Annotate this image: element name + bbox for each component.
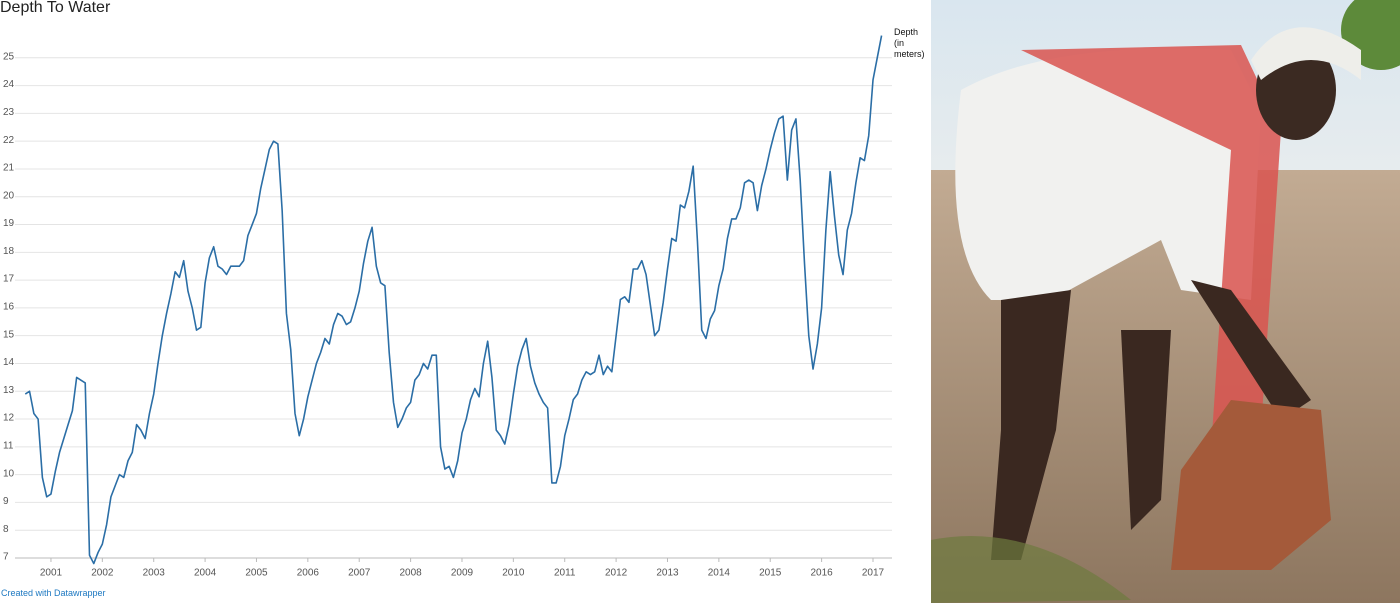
data-line — [24, 35, 883, 565]
x-tick-label: 2008 — [399, 568, 422, 579]
leg — [1121, 330, 1171, 530]
x-tick-label: 2017 — [862, 568, 885, 579]
hair — [1251, 27, 1361, 80]
x-tick-label: 2011 — [554, 568, 576, 579]
x-tick-label: 2009 — [451, 568, 474, 579]
y-tick-label: 11 — [3, 440, 14, 451]
y-tick-label: 21 — [3, 163, 15, 174]
x-tick-label: 2006 — [297, 568, 320, 579]
y-tick-label: 18 — [3, 246, 15, 257]
y-tick-label: 23 — [3, 107, 15, 118]
x-tick-label: 2013 — [656, 568, 679, 579]
x-tick-label: 2002 — [91, 568, 114, 579]
x-tick-label: 2003 — [143, 568, 166, 579]
rock — [1171, 400, 1331, 570]
leg — [991, 290, 1071, 560]
y-tick-label: 9 — [3, 496, 9, 507]
y-tick-label: 17 — [3, 274, 15, 285]
arm — [1191, 280, 1311, 420]
x-tick-label: 2004 — [194, 568, 217, 579]
y-tick-label: 15 — [3, 329, 15, 340]
photo — [931, 0, 1400, 603]
y-tick-label: 25 — [3, 51, 15, 62]
x-tick-label: 2007 — [348, 568, 371, 579]
y-tick-label: 12 — [3, 413, 15, 424]
y-tick-label: 20 — [3, 190, 15, 201]
chart: Depth To Water 7 8 9 10 11 12 13 14 15 16 17 18 19 20… — [0, 0, 892, 579]
y-tick-label: 13 — [3, 385, 15, 396]
x-tick-label: 2014 — [708, 568, 731, 579]
x-tick-label: 2001 — [40, 568, 63, 579]
x-tick-label: 2015 — [759, 568, 782, 579]
x-tick-label: 2012 — [605, 568, 628, 579]
y-tick-label: 19 — [3, 218, 15, 229]
x-tick-label: 2005 — [245, 568, 268, 579]
y-tick-label: 10 — [3, 468, 15, 479]
y-tick-label: 8 — [3, 524, 9, 535]
y-tick-label: 14 — [3, 357, 15, 368]
grass — [931, 536, 1131, 603]
y-tick-label: 22 — [3, 135, 15, 146]
x-tick-label: 2010 — [502, 568, 525, 579]
series-label: Depth (in meters) — [894, 27, 925, 59]
chart-title: Depth To Water — [0, 0, 111, 16]
x-tick-label: 2016 — [810, 568, 833, 579]
y-tick-label: 16 — [3, 302, 15, 313]
credit-link[interactable]: Created with Datawrapper — [1, 588, 106, 598]
y-tick-label: 24 — [3, 79, 15, 90]
y-tick-label: 7 — [3, 552, 9, 563]
